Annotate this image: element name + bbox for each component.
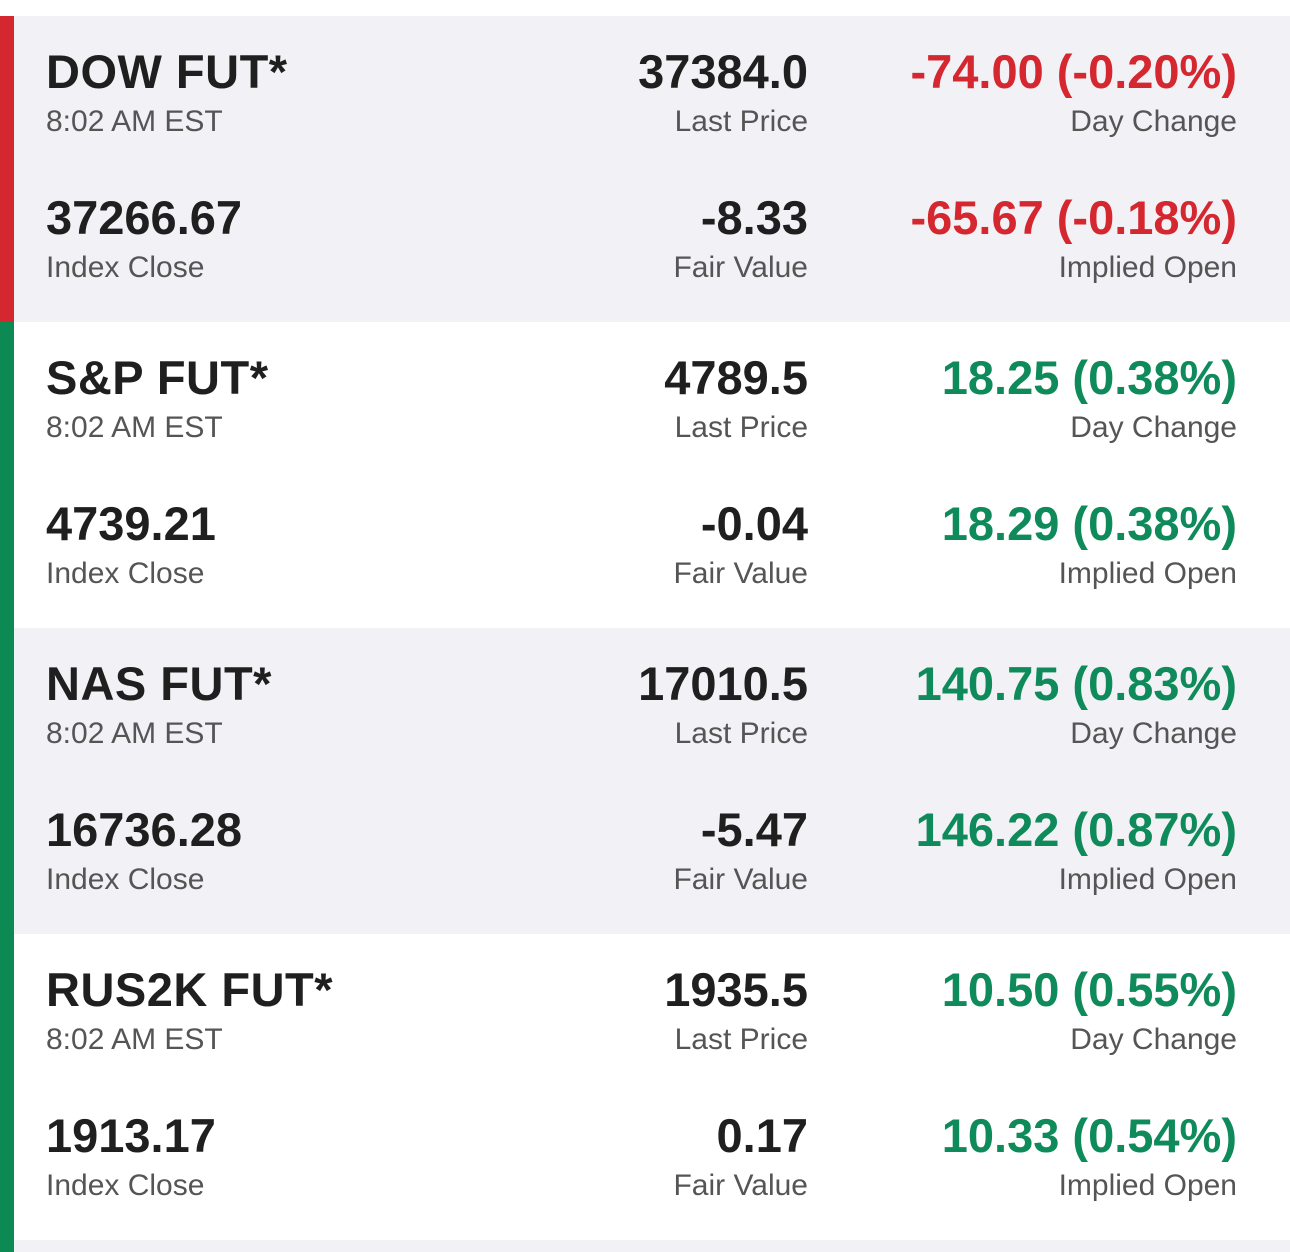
implied-open-value: -65.67 (-0.18%)	[910, 191, 1237, 244]
fair-value-label: Fair Value	[673, 863, 808, 896]
day-change-value: 10.50 (0.55%)	[941, 963, 1237, 1016]
fair-value-value: -8.33	[700, 191, 808, 244]
index-close-value: 1913.17	[46, 1109, 216, 1162]
index-close-label: Index Close	[46, 863, 205, 896]
future-name: S&P FUT*	[46, 351, 269, 404]
index-close-value: 4739.21	[46, 497, 216, 550]
implied-open-label: Implied Open	[1058, 1169, 1237, 1202]
fair-value-value: 0.17	[716, 1109, 808, 1162]
fair-value-label: Fair Value	[673, 557, 808, 590]
implied-open-value: 18.29 (0.38%)	[941, 497, 1237, 550]
future-name: DOW FUT*	[46, 45, 288, 98]
futures-card-rus2k[interactable]: RUS2K FUT* 8:02 AM EST 1935.5 Last Price…	[0, 934, 1290, 1240]
quote-time: 8:02 AM EST	[46, 411, 223, 444]
day-change-value: -74.00 (-0.20%)	[910, 45, 1237, 98]
trend-stripe	[0, 628, 14, 934]
index-close-value: 37266.67	[46, 191, 243, 244]
last-price-label: Last Price	[674, 717, 808, 750]
last-price-value: 1935.5	[664, 963, 808, 1016]
fair-value-value: -0.04	[700, 497, 808, 550]
quote-time: 8:02 AM EST	[46, 105, 223, 138]
index-close-value: 16736.28	[46, 803, 243, 856]
top-spacer	[0, 0, 1290, 16]
next-card-stripe	[0, 1240, 14, 1252]
day-change-label: Day Change	[1070, 717, 1237, 750]
futures-card-sp[interactable]: S&P FUT* 8:02 AM EST 4789.5 Last Price 1…	[0, 322, 1290, 628]
day-change-label: Day Change	[1070, 411, 1237, 444]
implied-open-label: Implied Open	[1058, 251, 1237, 284]
implied-open-label: Implied Open	[1058, 863, 1237, 896]
implied-open-value: 146.22 (0.87%)	[915, 803, 1237, 856]
last-price-value: 37384.0	[638, 45, 808, 98]
index-close-label: Index Close	[46, 251, 205, 284]
future-name: RUS2K FUT*	[46, 963, 334, 1016]
quote-time: 8:02 AM EST	[46, 717, 223, 750]
day-change-value: 140.75 (0.83%)	[915, 657, 1237, 710]
fair-value-label: Fair Value	[673, 1169, 808, 1202]
index-close-label: Index Close	[46, 557, 205, 590]
implied-open-label: Implied Open	[1058, 557, 1237, 590]
last-price-value: 4789.5	[664, 351, 808, 404]
future-name: NAS FUT*	[46, 657, 272, 710]
trend-stripe	[0, 934, 14, 1240]
trend-stripe	[0, 322, 14, 628]
last-price-label: Last Price	[674, 105, 808, 138]
index-close-label: Index Close	[46, 1169, 205, 1202]
trend-stripe	[0, 16, 14, 322]
day-change-value: 18.25 (0.38%)	[941, 351, 1237, 404]
last-price-label: Last Price	[674, 1023, 808, 1056]
fair-value-value: -5.47	[700, 803, 808, 856]
next-card-edge	[14, 1240, 1290, 1252]
futures-card-nas[interactable]: NAS FUT* 8:02 AM EST 17010.5 Last Price …	[0, 628, 1290, 934]
last-price-label: Last Price	[674, 411, 808, 444]
futures-card-dow[interactable]: DOW FUT* 8:02 AM EST 37384.0 Last Price …	[0, 16, 1290, 322]
last-price-value: 17010.5	[638, 657, 808, 710]
day-change-label: Day Change	[1070, 1023, 1237, 1056]
fair-value-label: Fair Value	[673, 251, 808, 284]
day-change-label: Day Change	[1070, 105, 1237, 138]
quote-time: 8:02 AM EST	[46, 1023, 223, 1056]
implied-open-value: 10.33 (0.54%)	[941, 1109, 1237, 1162]
